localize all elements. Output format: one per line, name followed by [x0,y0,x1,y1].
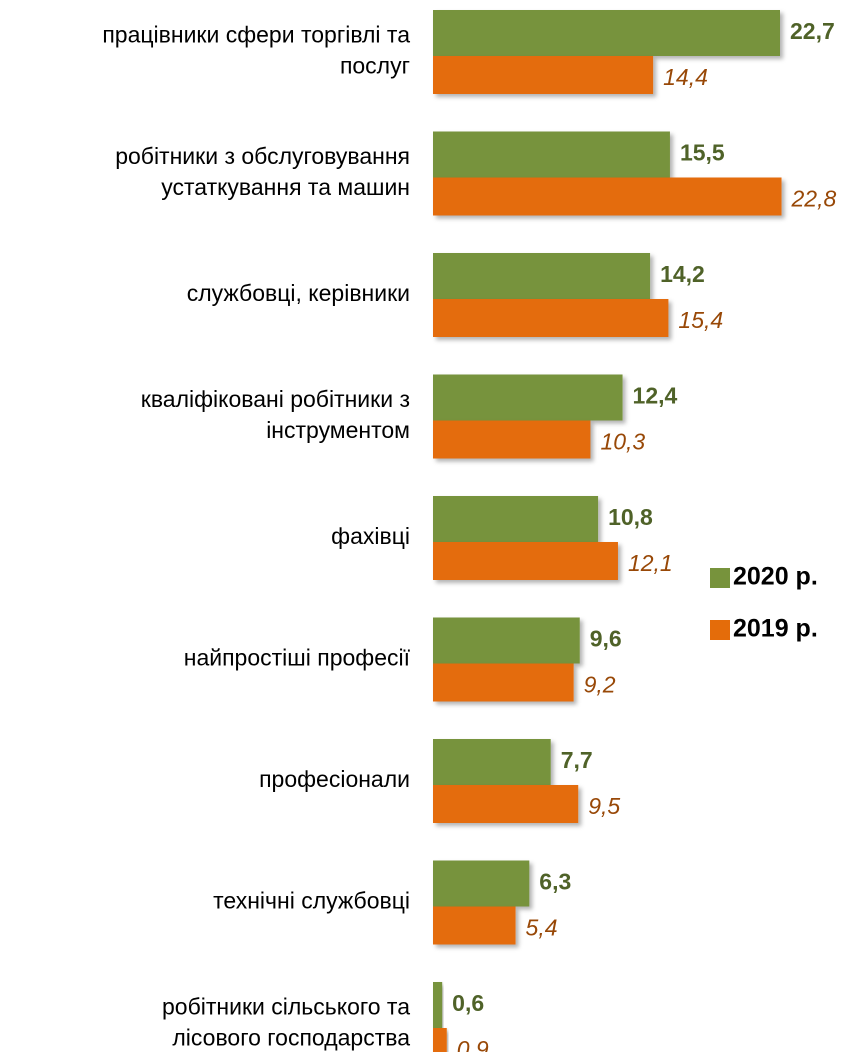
bar [433,542,618,580]
bar [433,1028,447,1052]
value-label: 15,5 [680,140,725,166]
bar [433,374,623,421]
bar [433,496,599,542]
value-label: 0,9 [457,1036,489,1052]
category-label: робітники сільського та [162,994,410,1020]
value-label: 9,5 [588,793,620,819]
value-label: 7,7 [561,747,593,773]
value-label: 6,3 [539,869,571,895]
value-label: 10,3 [600,429,645,455]
category-label: кваліфіковані робітники з [141,386,410,412]
category-label: інструментом [266,417,410,443]
value-label: 9,2 [584,672,616,698]
bar [433,617,580,664]
value-label: 14,4 [663,64,708,90]
bar [433,299,669,337]
value-label: 0,6 [452,990,484,1016]
legend-label: 2020 р. [733,563,818,591]
legend-label: 2019 р. [733,615,818,643]
category-label: фахівці [331,523,410,549]
bar [433,860,530,907]
value-label: 15,4 [678,307,723,333]
bar [433,739,551,785]
bar [433,10,780,56]
value-label: 22,8 [791,186,837,212]
bar [433,56,654,94]
category-label: робітники з обслуговування [115,143,410,169]
bar [433,420,591,459]
value-label: 12,4 [633,383,678,409]
category-label: службовці, керівники [187,280,410,306]
value-label: 5,4 [526,915,558,941]
bar [433,177,782,216]
category-label: устаткування та машин [161,174,410,200]
value-label: 10,8 [608,504,653,530]
value-label: 22,7 [790,18,835,44]
value-label: 14,2 [660,261,705,287]
category-label: технічні службовці [213,888,410,914]
value-label: 12,1 [628,550,673,576]
value-label: 9,6 [590,626,622,652]
legend-swatch [710,620,730,640]
category-label: найпростіші професії [184,645,411,671]
bar [433,785,579,823]
category-label: послуг [340,53,410,79]
bar [433,982,443,1028]
bar [433,906,516,945]
bar [433,131,670,178]
category-label: професіонали [259,766,410,792]
category-label: лісового господарства [172,1025,410,1051]
bar [433,663,574,702]
bar [433,253,651,299]
legend-swatch [710,568,730,588]
category-label: працівники сфери торгівлі та [102,22,410,48]
